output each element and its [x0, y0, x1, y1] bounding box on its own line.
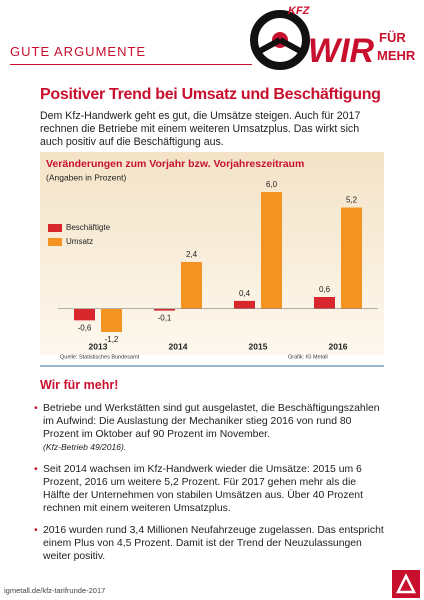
bar	[101, 308, 122, 332]
bullet-note: (Kfz-Betrieb 49/2016).	[43, 442, 127, 452]
value-label: 5,2	[346, 196, 358, 205]
x-tick-label: 2013	[89, 341, 108, 351]
source: Quelle: Statistisches Bundesamt	[60, 354, 140, 360]
credit: Grafik: IG Metall	[288, 354, 328, 360]
bullet-list: Betriebe und Werkstätten sind gut ausgel…	[34, 402, 386, 572]
x-tick-label: 2016	[329, 341, 348, 351]
value-label: 2,4	[186, 250, 198, 259]
footer-url: igmetall.de/kfz-tarifrunde-2017	[4, 586, 106, 595]
bar	[154, 308, 175, 311]
legend-label: Beschäftigte	[66, 223, 111, 232]
legend-swatch	[48, 238, 62, 246]
value-label: 0,6	[319, 285, 331, 294]
logo-spoke	[256, 37, 282, 55]
bar	[74, 308, 95, 321]
bullet-text: Seit 2014 wachsen im Kfz-Handwerk wieder…	[43, 464, 363, 514]
logo-spoke	[278, 37, 304, 55]
chart-title: Veränderungen zum Vorjahr bzw. Vorjahres…	[46, 158, 304, 170]
bullet: Seit 2014 wachsen im Kfz-Handwerk wieder…	[34, 463, 386, 515]
bullet: Betriebe und Werkstätten sind gut ausgel…	[34, 402, 386, 454]
logo-kfz: KFZ	[288, 5, 311, 17]
value-label: -0,1	[158, 314, 172, 323]
x-tick-label: 2014	[169, 341, 188, 351]
legend-label: Umsatz	[66, 237, 93, 246]
value-label: -1,2	[105, 335, 119, 344]
value-label: 6,0	[266, 180, 278, 189]
logo-fuer: FÜR	[379, 30, 406, 45]
ig-logo-mark	[395, 573, 417, 594]
x-tick-label: 2015	[249, 341, 268, 351]
value-label: -0,6	[78, 323, 92, 332]
intro: Dem Kfz-Handwerk geht es gut, die Umsätz…	[40, 110, 361, 148]
chart-subtitle: (Angaben in Prozent)	[46, 172, 126, 182]
chart-background	[40, 152, 384, 355]
logo-mehr: MEHR	[377, 48, 416, 63]
bar	[261, 192, 282, 309]
chart: Veränderungen zum Vorjahr bzw. Vorjahres…	[40, 152, 384, 367]
logo-wheel	[250, 10, 310, 70]
logo-wir: WIR	[308, 32, 375, 70]
bullet-text: Betriebe und Werkstätten sind gut ausgel…	[43, 403, 380, 440]
section-heading: Wir für mehr!	[40, 378, 119, 392]
ig-logo	[392, 570, 420, 598]
section-label: GUTE ARGUMENTE	[10, 44, 147, 59]
bar	[234, 300, 255, 309]
header-rule	[10, 64, 252, 65]
legend-swatch	[48, 224, 62, 232]
bullet-text: 2016 wurden rund 3,4 Millionen Neufahrze…	[43, 525, 384, 562]
title: Positiver Trend bei Umsatz und Beschäfti…	[40, 86, 381, 103]
bullet: 2016 wurden rund 3,4 Millionen Neufahrze…	[34, 524, 386, 563]
bar	[341, 207, 362, 309]
bar	[314, 297, 335, 309]
logo: KFZ WIR FÜR MEHR	[250, 5, 416, 70]
bar	[181, 262, 202, 309]
value-label: 0,4	[239, 289, 251, 298]
